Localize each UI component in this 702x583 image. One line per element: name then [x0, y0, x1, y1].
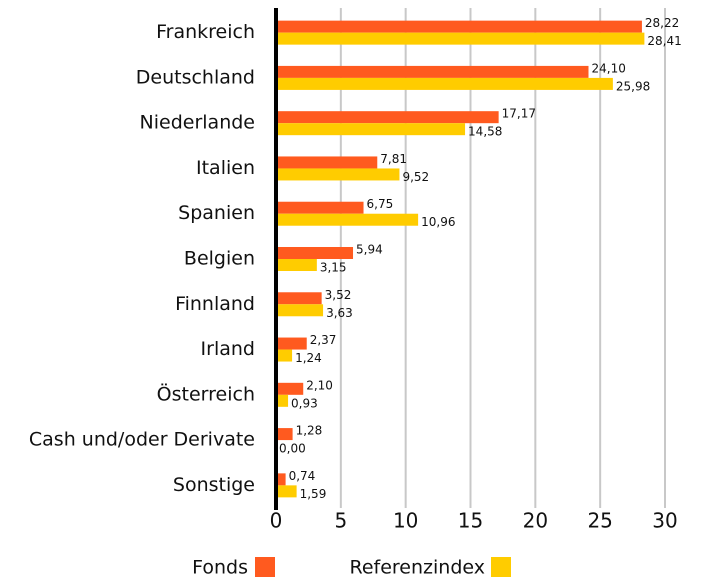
legend-swatch: [255, 557, 275, 577]
bar: [276, 349, 293, 362]
x-tick-label: 20: [523, 509, 548, 533]
value-label: 24,10: [591, 61, 625, 75]
value-label: 5,94: [356, 243, 383, 257]
y-tick-label: Niederlande: [140, 112, 255, 134]
x-tick-label: 5: [334, 509, 347, 533]
bar: [276, 382, 304, 395]
value-label: 3,63: [326, 306, 353, 320]
bar: [276, 473, 286, 486]
value-label: 2,10: [306, 378, 333, 392]
value-label: 14,58: [468, 125, 502, 139]
bar: [276, 111, 499, 124]
value-label: 10,96: [421, 215, 455, 229]
bar: [276, 428, 293, 441]
y-tick-label: Spanien: [178, 202, 255, 224]
legend-label: Fonds: [192, 557, 248, 579]
value-label: 3,52: [325, 288, 352, 302]
legend-label: Referenzindex: [350, 557, 486, 579]
value-label: 6,75: [367, 197, 394, 211]
y-tick-label: Frankreich: [156, 21, 255, 43]
bar: [276, 32, 645, 45]
value-label: 0,93: [291, 396, 318, 410]
y-tick-label: Österreich: [157, 382, 255, 405]
bar: [276, 65, 589, 78]
value-label: 28,22: [645, 16, 679, 30]
y-tick-label: Irland: [201, 338, 255, 360]
value-label: 2,37: [310, 333, 337, 347]
bar: [276, 247, 354, 259]
bar: [276, 213, 419, 226]
x-tick-label: 15: [458, 509, 483, 533]
bar: [276, 337, 307, 350]
value-label: 1,28: [296, 424, 323, 438]
value-label: 9,52: [402, 170, 429, 184]
value-label: 0,74: [289, 469, 316, 483]
value-label: 17,17: [502, 107, 536, 121]
bar: [276, 292, 322, 305]
bar: [276, 394, 289, 407]
value-label: 0,00: [279, 442, 306, 456]
y-tick-label: Deutschland: [136, 66, 255, 88]
y-tick-label: Cash und/oder Derivate: [29, 429, 255, 451]
bar: [276, 259, 317, 271]
bar: [276, 304, 324, 317]
bar: [276, 77, 613, 90]
y-tick-label: Sonstige: [173, 474, 255, 496]
x-tick-label: 10: [393, 509, 418, 533]
value-label: 1,24: [295, 351, 322, 365]
value-label: 1,59: [300, 487, 327, 501]
legend-swatch: [491, 557, 511, 577]
value-label: 3,15: [320, 261, 347, 275]
y-tick-label: Italien: [196, 157, 255, 179]
bar: [276, 485, 297, 498]
x-tick-label: 25: [587, 509, 612, 533]
value-label: 7,81: [380, 152, 407, 166]
bar: [276, 201, 364, 214]
value-label: 25,98: [616, 79, 650, 93]
bar: [276, 20, 642, 33]
value-label: 28,41: [647, 34, 681, 48]
x-tick-label: 0: [270, 509, 283, 533]
y-tick-label: Finnland: [175, 293, 255, 315]
bar: [276, 168, 400, 181]
y-tick-label: Belgien: [184, 248, 255, 270]
bar: [276, 156, 378, 169]
x-tick-label: 30: [652, 509, 677, 533]
bar: [276, 123, 466, 136]
